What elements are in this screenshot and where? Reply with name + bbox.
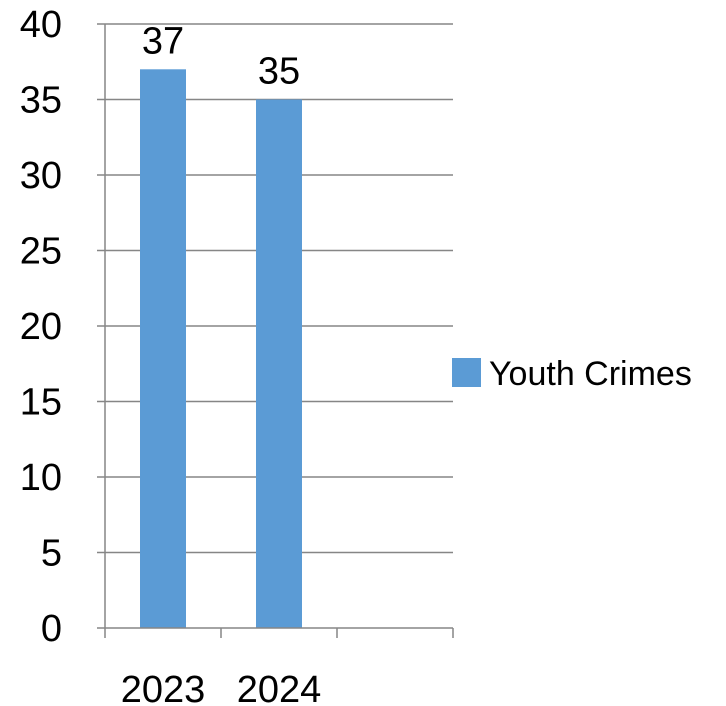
y-tick-label: 5 [41, 533, 62, 575]
legend: Youth Crimes [452, 355, 692, 393]
axes [97, 24, 454, 638]
x-tick-label: 2023 [121, 669, 206, 706]
y-tick-label: 10 [20, 457, 62, 499]
x-tick-label: 2024 [237, 669, 322, 706]
bar [140, 69, 186, 629]
data-label: 35 [258, 51, 300, 93]
y-tick-label: 40 [20, 4, 62, 46]
bar [256, 99, 302, 628]
y-tick-label: 30 [20, 155, 62, 197]
y-tick-label: 20 [20, 306, 62, 348]
bars [140, 69, 302, 629]
legend-label: Youth Crimes [489, 355, 692, 393]
y-tick-label: 0 [41, 608, 62, 650]
labels: 0 5 10 15 20 25 30 35 40 37 2023 35 2024 [20, 4, 322, 706]
data-label: 37 [142, 20, 184, 62]
legend-swatch [452, 358, 481, 387]
y-tick-label: 15 [20, 382, 62, 424]
y-tick-label: 35 [20, 80, 62, 122]
y-tick-label: 25 [20, 231, 62, 273]
